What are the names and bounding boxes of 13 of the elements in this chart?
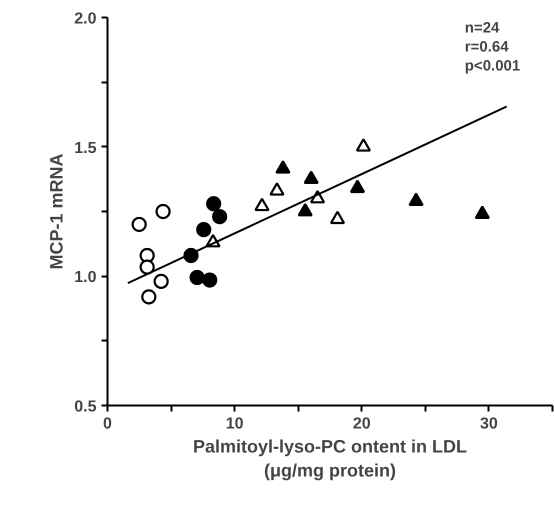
x-tick-label: 30 — [480, 416, 498, 432]
y-tick-label: 1.0 — [74, 269, 97, 286]
annotation: p<0.001 — [464, 58, 520, 74]
y-tick-label: 2.0 — [74, 10, 97, 28]
annotation: n=24 — [464, 20, 500, 36]
y-axis-title: MCP-1 mRNA — [46, 153, 66, 270]
annotation: r=0.64 — [464, 38, 510, 56]
x-tick-label: 20 — [352, 416, 371, 432]
x-tick-label: 10 — [226, 416, 244, 432]
y-tick-label: 1.5 — [74, 140, 97, 157]
y-tick-label: 0.5 — [74, 398, 97, 416]
x-axis-title: Palmitoyl-lyso-PC ontent in LDL (μg/mg protein) — [192, 436, 468, 480]
x-tick-label: 0 — [103, 416, 112, 432]
